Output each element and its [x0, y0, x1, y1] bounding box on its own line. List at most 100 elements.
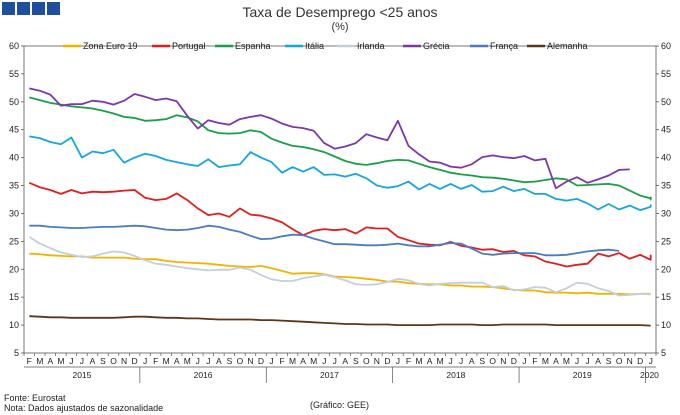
month-label: A: [469, 356, 475, 366]
y-tick-label-right: 5: [661, 348, 666, 358]
y-tick-label-left: 25: [9, 236, 19, 246]
y-tick-label-right: 30: [661, 208, 671, 218]
month-label: J: [396, 356, 400, 366]
month-label: J: [206, 356, 210, 366]
month-label: M: [289, 356, 296, 366]
brand-block: [2, 2, 15, 15]
y-tick-label-left: 30: [9, 208, 19, 218]
month-label: S: [227, 356, 233, 366]
y-tick-label-left: 35: [9, 181, 19, 191]
adjustment-note: Nota: Dados ajustados de sazonalidade: [4, 403, 164, 413]
y-tick-label-right: 40: [661, 153, 671, 163]
month-label: A: [427, 356, 433, 366]
month-label: J: [575, 356, 579, 366]
month-label: J: [69, 356, 73, 366]
y-tick-label-left: 45: [9, 125, 19, 135]
y-tick-label-left: 40: [9, 153, 19, 163]
legend-label: França: [490, 41, 518, 51]
series-line-irlanda: [28, 236, 651, 297]
month-label: A: [553, 356, 559, 366]
month-label: O: [616, 356, 623, 366]
y-tick-label-right: 15: [661, 292, 671, 302]
y-tick-label-right: 55: [661, 69, 671, 79]
series-line-alemanha: [29, 315, 651, 327]
month-label: J: [80, 356, 84, 366]
legend-label: Itália: [305, 41, 324, 51]
legend-label: Portugal: [172, 41, 206, 51]
month-label: J: [448, 356, 452, 366]
month-label: F: [406, 356, 411, 366]
year-label: 2015: [72, 370, 91, 380]
legend-label: Grécia: [423, 41, 450, 51]
month-label: F: [27, 356, 32, 366]
month-label: D: [132, 356, 138, 366]
y-tick-label-left: 50: [9, 97, 19, 107]
month-label: O: [363, 356, 370, 366]
month-label: D: [511, 356, 517, 366]
month-label: S: [479, 356, 485, 366]
series-line-italia: [29, 135, 652, 211]
y-tick-label-right: 45: [661, 125, 671, 135]
month-label: O: [489, 356, 496, 366]
y-tick-label-left: 10: [9, 320, 19, 330]
month-label: F: [279, 356, 284, 366]
month-label: J: [649, 356, 653, 366]
y-tick-label-left: 60: [9, 41, 19, 51]
y-tick-label-right: 50: [661, 97, 671, 107]
month-label: N: [374, 356, 380, 366]
month-label: M: [542, 356, 549, 366]
month-label: M: [184, 356, 191, 366]
y-tick-label-right: 10: [661, 320, 671, 330]
month-label: M: [563, 356, 570, 366]
series-line-portugal: [28, 181, 652, 268]
month-label: F: [532, 356, 537, 366]
month-label: M: [415, 356, 422, 366]
year-label: 2020: [640, 370, 659, 380]
series-line-zona-euro-19: [29, 252, 651, 296]
month-label: A: [90, 356, 96, 366]
month-label: A: [595, 356, 601, 366]
year-label: 2018: [446, 370, 465, 380]
month-label: D: [384, 356, 390, 366]
month-label: N: [121, 356, 127, 366]
month-label: M: [310, 356, 317, 366]
month-label: S: [353, 356, 359, 366]
month-label: A: [47, 356, 53, 366]
y-tick-label-left: 5: [14, 348, 19, 358]
month-label: J: [459, 356, 463, 366]
month-label: O: [110, 356, 117, 366]
brand-block: [47, 2, 60, 15]
month-label: M: [57, 356, 64, 366]
year-label: 2016: [194, 370, 213, 380]
brand-block: [17, 2, 30, 15]
series-line-grecia: [29, 87, 630, 190]
series-line-espanha: [29, 96, 652, 201]
month-label: J: [143, 356, 147, 366]
month-label: S: [606, 356, 612, 366]
month-label: N: [627, 356, 633, 366]
legend-label: Zona Euro 19: [83, 41, 138, 51]
month-label: D: [637, 356, 643, 366]
month-label: J: [333, 356, 337, 366]
month-label: J: [322, 356, 326, 366]
month-label: M: [437, 356, 444, 366]
month-label: O: [237, 356, 244, 366]
month-label: M: [36, 356, 43, 366]
legend-label: Alemanha: [547, 41, 588, 51]
brand-blocks: [2, 2, 60, 15]
series-line-franca: [29, 224, 620, 257]
chart-title: Taxa de Desemprego <25 anos: [242, 4, 438, 20]
month-label: D: [258, 356, 264, 366]
month-label: A: [342, 356, 348, 366]
y-tick-label-right: 25: [661, 236, 671, 246]
month-label: J: [196, 356, 200, 366]
month-label: A: [216, 356, 222, 366]
month-label: N: [247, 356, 253, 366]
y-tick-label-right: 20: [661, 264, 671, 274]
chart-subtitle: (%): [331, 21, 349, 33]
month-label: A: [300, 356, 306, 366]
y-tick-label-left: 20: [9, 264, 19, 274]
y-tick-label-right: 60: [661, 41, 671, 51]
year-label: 2019: [573, 370, 592, 380]
